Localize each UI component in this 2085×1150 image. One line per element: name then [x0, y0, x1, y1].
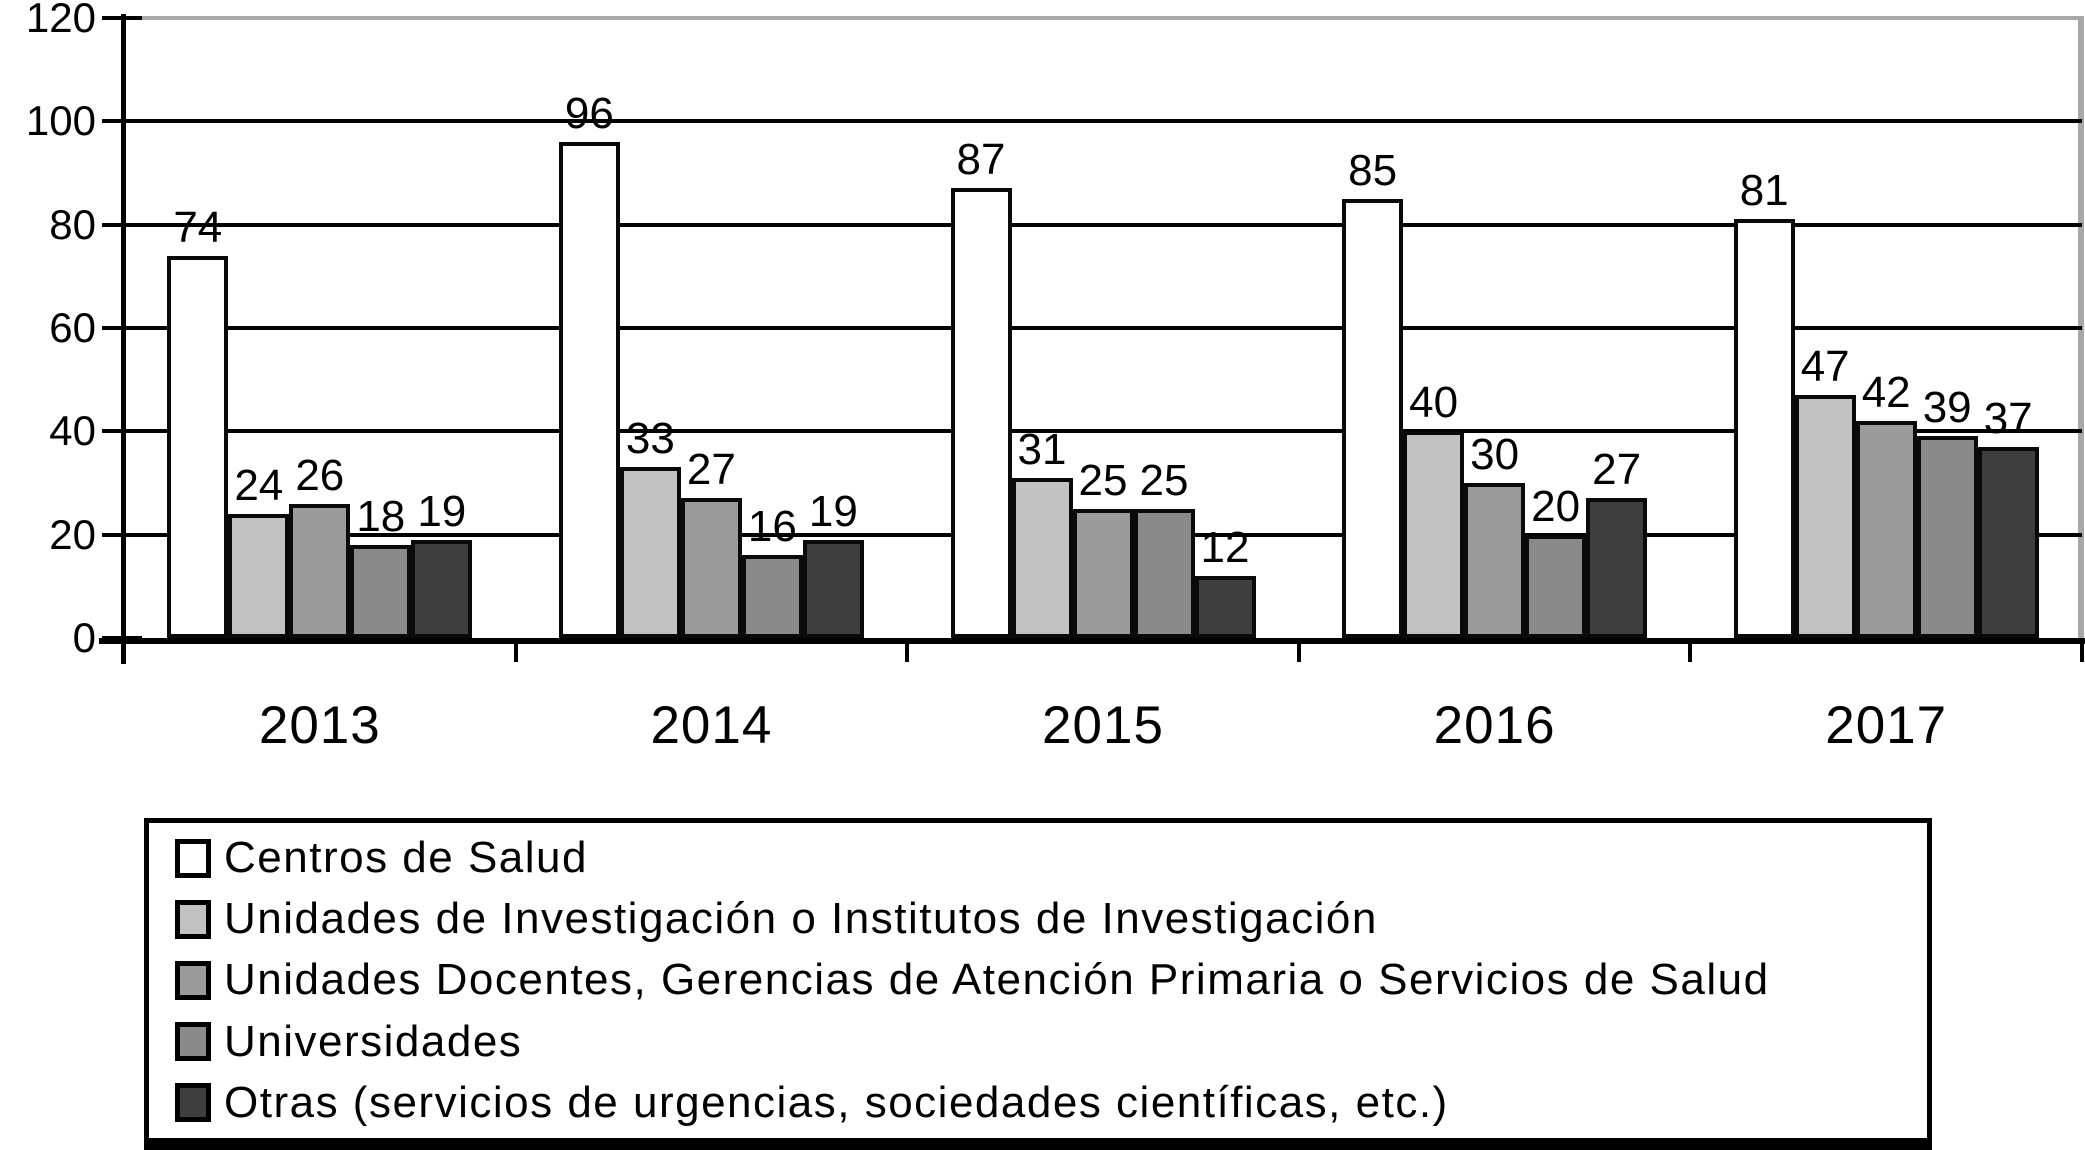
bar-2016-series-1: [1342, 199, 1404, 638]
y-axis-tick: [102, 326, 142, 330]
y-axis-tick: [102, 429, 142, 434]
bar-2013-series-3: [289, 504, 351, 638]
bar-2014-series-1: [558, 142, 620, 638]
legend-item: Universidades: [175, 1016, 1927, 1068]
bar-2013-series-4: [350, 545, 412, 638]
bar-2014-series-5: [802, 540, 864, 638]
x-axis-tick: [122, 638, 126, 662]
bar-2015-series-1: [950, 188, 1012, 638]
bar-value-label: 47: [1800, 342, 1850, 391]
y-axis-label: 60: [49, 304, 96, 351]
x-axis-tick: [1688, 638, 1693, 662]
bar-2016-series-4: [1525, 535, 1587, 638]
legend: Centros de Salud Unidades de Investigació…: [144, 818, 1932, 1150]
bar-2014-series-2: [619, 467, 681, 638]
x-axis-label: 2017: [1825, 696, 1948, 755]
legend-swatch: [175, 838, 211, 878]
bar-value-label: 40: [1409, 378, 1459, 427]
bar-value-label: 74: [173, 203, 223, 252]
bar-2014-series-3: [680, 498, 742, 638]
y-axis-tick: [102, 532, 142, 537]
bar-2017-series-1: [1733, 219, 1795, 638]
legend-label: Unidades de Investigación o Institutos d…: [224, 894, 1378, 944]
bar-2013-series-5: [411, 540, 473, 638]
bar-2016-series-5: [1586, 498, 1648, 638]
y-axis-label: 80: [49, 200, 96, 248]
bar-2016-series-2: [1403, 431, 1465, 638]
x-axis-label: 2015: [1042, 696, 1164, 755]
legend-item: Centros de Salud: [175, 832, 1927, 884]
bar-2017-series-4: [1916, 436, 1978, 638]
gridline: [124, 429, 2082, 434]
y-axis-label: 120: [25, 0, 96, 41]
bar-value-label: 96: [564, 89, 614, 138]
bar-value-label: 30: [1470, 430, 1520, 479]
bar-value-label: 37: [1983, 394, 2033, 443]
legend-item: Unidades de Investigación o Institutos d…: [175, 893, 1927, 945]
bar-value-label: 25: [1139, 456, 1189, 505]
y-axis-label: 20: [49, 510, 96, 558]
bar-2015-series-5: [1194, 576, 1256, 638]
x-axis-label: 2016: [1433, 696, 1556, 755]
bar-2013-series-2: [228, 514, 290, 638]
bar-value-label: 31: [1017, 425, 1067, 474]
gridline: [124, 222, 2082, 227]
bar-value-label: 20: [1531, 482, 1581, 531]
x-axis-label: 2013: [258, 696, 381, 755]
bar-2017-series-3: [1855, 421, 1917, 638]
bar-value-label: 87: [956, 135, 1006, 184]
bar-value-label: 24: [234, 461, 284, 510]
y-axis-tick: [102, 222, 142, 227]
legend-label: Centros de Salud: [224, 833, 588, 883]
bar-2015-series-3: [1072, 509, 1134, 638]
bar-value-label: 25: [1078, 456, 1128, 505]
x-axis-line: [99, 638, 2085, 644]
x-axis-tick: [905, 638, 910, 662]
gridline: [124, 326, 2082, 330]
bar-value-label: 81: [1739, 166, 1789, 215]
bar-value-label: 42: [1861, 368, 1911, 417]
y-axis-label: 0: [72, 614, 96, 661]
bar-2016-series-3: [1464, 483, 1526, 638]
bar-value-label: 16: [747, 502, 797, 551]
bar-value-label: 12: [1200, 523, 1250, 572]
bar-value-label: 19: [808, 487, 858, 536]
legend-swatch: [175, 960, 211, 1000]
y-axis-tick: [102, 119, 142, 124]
bar-2014-series-4: [741, 555, 803, 638]
x-axis-tick: [513, 638, 518, 662]
bar-value-label: 19: [417, 487, 467, 536]
bar-2017-series-5: [1977, 447, 2039, 638]
bar-value-label: 18: [356, 492, 406, 541]
bar-value-label: 33: [625, 414, 675, 463]
gridline: [124, 16, 2082, 20]
bar-value-label: 39: [1922, 383, 1972, 432]
bar-2015-series-4: [1133, 509, 1195, 638]
bar-2013-series-1: [167, 256, 229, 638]
y-axis-label: 100: [25, 97, 96, 145]
legend-swatch: [175, 899, 211, 939]
legend-label: Universidades: [224, 1016, 523, 1066]
legend-swatch: [175, 1022, 211, 1062]
bar-value-label: 27: [686, 445, 736, 494]
legend-label: Otras (servicios de urgencias, sociedade…: [224, 1077, 1449, 1127]
bar-value-label: 26: [295, 451, 345, 500]
gridline: [124, 119, 2082, 124]
y-axis-label: 40: [49, 407, 96, 455]
legend-item: Otras (servicios de urgencias, sociedade…: [175, 1077, 1927, 1129]
y-axis-tick: [102, 16, 142, 20]
legend-item: Unidades Docentes, Gerencias de Atención…: [175, 954, 1927, 1006]
x-axis-tick: [1296, 638, 1301, 662]
legend-label: Unidades Docentes, Gerencias de Atención…: [224, 955, 1770, 1005]
bar-2017-series-2: [1794, 395, 1856, 638]
x-axis-label: 2014: [650, 696, 773, 755]
bar-value-label: 85: [1348, 146, 1398, 195]
bar-value-label: 27: [1592, 445, 1642, 494]
x-axis-tick: [2080, 638, 2084, 662]
legend-swatch: [175, 1083, 211, 1123]
y-axis-line: [121, 14, 126, 664]
bar-2015-series-2: [1011, 478, 1073, 638]
